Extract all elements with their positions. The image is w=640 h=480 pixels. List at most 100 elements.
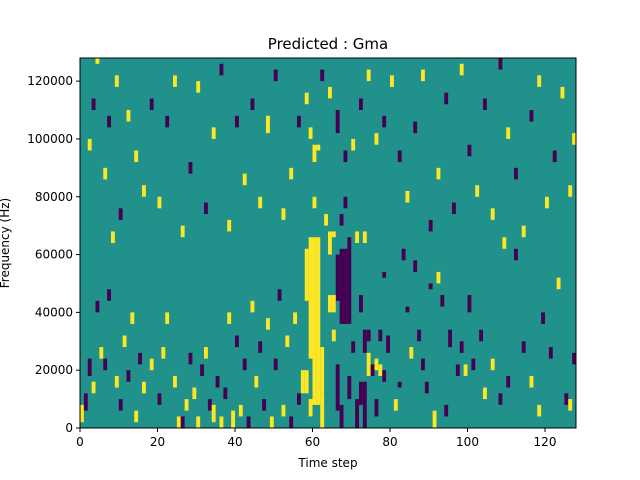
heatmap-cell-20	[312, 196, 317, 209]
heatmap-cell-86	[91, 381, 96, 394]
heatmap-cell-188	[483, 98, 487, 111]
heatmap-cell-107	[184, 399, 189, 411]
heatmap-cell-150	[173, 75, 177, 87]
heatmap-cell-178	[405, 190, 410, 203]
heatmap-cell-30	[359, 381, 363, 405]
heatmap-cell-78	[548, 347, 553, 359]
heatmap-cell-133	[285, 335, 290, 348]
x-tick-label-0: 0	[76, 435, 84, 449]
heatmap-cell-39	[382, 370, 387, 382]
heatmap-cell-60	[444, 404, 449, 417]
heatmap-cell-176	[390, 75, 394, 87]
heatmap-cell-18	[308, 127, 313, 139]
heatmap-cell-33	[362, 329, 367, 353]
heatmap-cell-69	[490, 358, 495, 371]
heatmap-cell-32	[351, 341, 356, 353]
x-tick-label-4: 80	[382, 435, 397, 449]
heatmap-cells	[80, 58, 577, 429]
heatmap-cell-184	[452, 202, 456, 215]
heatmap-cell-92	[114, 375, 119, 388]
heatmap-cell-42	[362, 231, 367, 243]
heatmap-cell-83	[80, 404, 84, 423]
heatmap-cell-155	[211, 127, 216, 139]
heatmap-cell-87	[95, 300, 100, 313]
heatmap-cell-6	[304, 248, 309, 301]
y-tick-label-1: 20000	[35, 363, 73, 377]
heatmap-cell-55	[424, 381, 429, 394]
heatmap-cell-82	[572, 352, 577, 365]
heatmap-cell-105	[176, 416, 181, 428]
heatmap-cell-40	[359, 295, 363, 313]
heatmap-cell-121	[238, 404, 243, 417]
heatmap-cell-50	[405, 306, 410, 313]
heatmap-cell-196	[545, 196, 549, 209]
heatmap-cell-98	[138, 352, 143, 365]
heatmap-cell-80	[564, 393, 569, 405]
heatmap-cell-77	[541, 312, 546, 324]
heatmap-cell-97	[134, 410, 139, 423]
heatmap-cell-25	[335, 110, 340, 134]
heatmap-cell-106	[180, 416, 185, 428]
heatmap-cell-74	[521, 341, 526, 353]
heatmap-cell-120	[235, 335, 239, 348]
heatmap-cell-54	[421, 358, 425, 371]
y-tick-label-3: 60000	[35, 248, 73, 262]
heatmap-cell-37	[378, 364, 383, 376]
heatmap-cell-24	[343, 196, 348, 209]
heatmap-cell-47	[393, 399, 398, 411]
y-tick-label-4: 80000	[35, 190, 73, 204]
heatmap-cell-8	[320, 393, 325, 428]
heatmap-cell-124	[250, 300, 255, 313]
heatmap-cell-49	[401, 248, 406, 261]
heatmap-cell-95	[126, 370, 131, 382]
heatmap-cell-130	[273, 358, 278, 371]
heatmap-cell-27	[335, 364, 340, 411]
heatmap-cell-182	[436, 167, 441, 180]
heatmap-cell-129	[269, 416, 274, 428]
heatmap-cell-152	[188, 162, 193, 174]
heatmap-cell-186	[467, 144, 472, 157]
heatmap-cell-165	[289, 167, 294, 180]
y-tick-label-0: 0	[65, 421, 73, 435]
heatmap-cell-140	[103, 167, 108, 180]
heatmap-cell-7	[308, 399, 313, 417]
heatmap-cell-12	[335, 254, 340, 301]
heatmap-cell-162	[266, 115, 270, 134]
heatmap-cell-13	[331, 329, 336, 342]
heatmap-cell-198	[560, 86, 565, 99]
heatmap-cell-5	[300, 370, 305, 394]
heatmap-cell-173	[366, 69, 371, 82]
heatmap-cell-177	[397, 150, 402, 163]
heatmap-cell-26	[339, 404, 344, 429]
heatmap-cell-64	[463, 364, 468, 376]
heatmap-cell-2	[316, 237, 321, 405]
heatmap-cell-1	[312, 237, 317, 405]
heatmap-cell-4	[304, 370, 309, 394]
heatmap-cell-153	[196, 81, 201, 93]
heatmap-cell-21	[316, 144, 321, 151]
heatmap-cell-132	[281, 404, 286, 417]
heatmap-cell-9	[339, 248, 344, 324]
heatmap-cell-112	[204, 347, 208, 359]
heatmap-cell-181	[428, 219, 433, 232]
heatmap-cell-189	[490, 208, 495, 220]
heatmap-cell-125	[254, 375, 259, 388]
heatmap-cell-16	[328, 231, 332, 255]
heatmap-cell-31	[362, 381, 367, 428]
heatmap-cell-126	[258, 341, 263, 353]
heatmap-cell-138	[91, 98, 96, 111]
heatmap-cell-70	[498, 393, 503, 405]
heatmap-cell-190	[498, 58, 503, 70]
heatmap-cell-163	[273, 69, 278, 82]
heatmap-cell-115	[215, 375, 220, 388]
heatmap-cell-166	[297, 115, 301, 128]
x-tick-label-6: 120	[534, 435, 557, 449]
heatmap-cell-52	[413, 260, 418, 272]
heatmap-cell-45	[382, 271, 387, 278]
heatmap-cell-111	[200, 364, 205, 376]
heatmap-cell-53	[417, 329, 422, 342]
heatmap-cell-154	[204, 202, 208, 215]
heatmap-cell-180	[421, 69, 425, 82]
heatmap-cell-134	[289, 416, 294, 428]
heatmap-cell-3	[320, 347, 325, 394]
